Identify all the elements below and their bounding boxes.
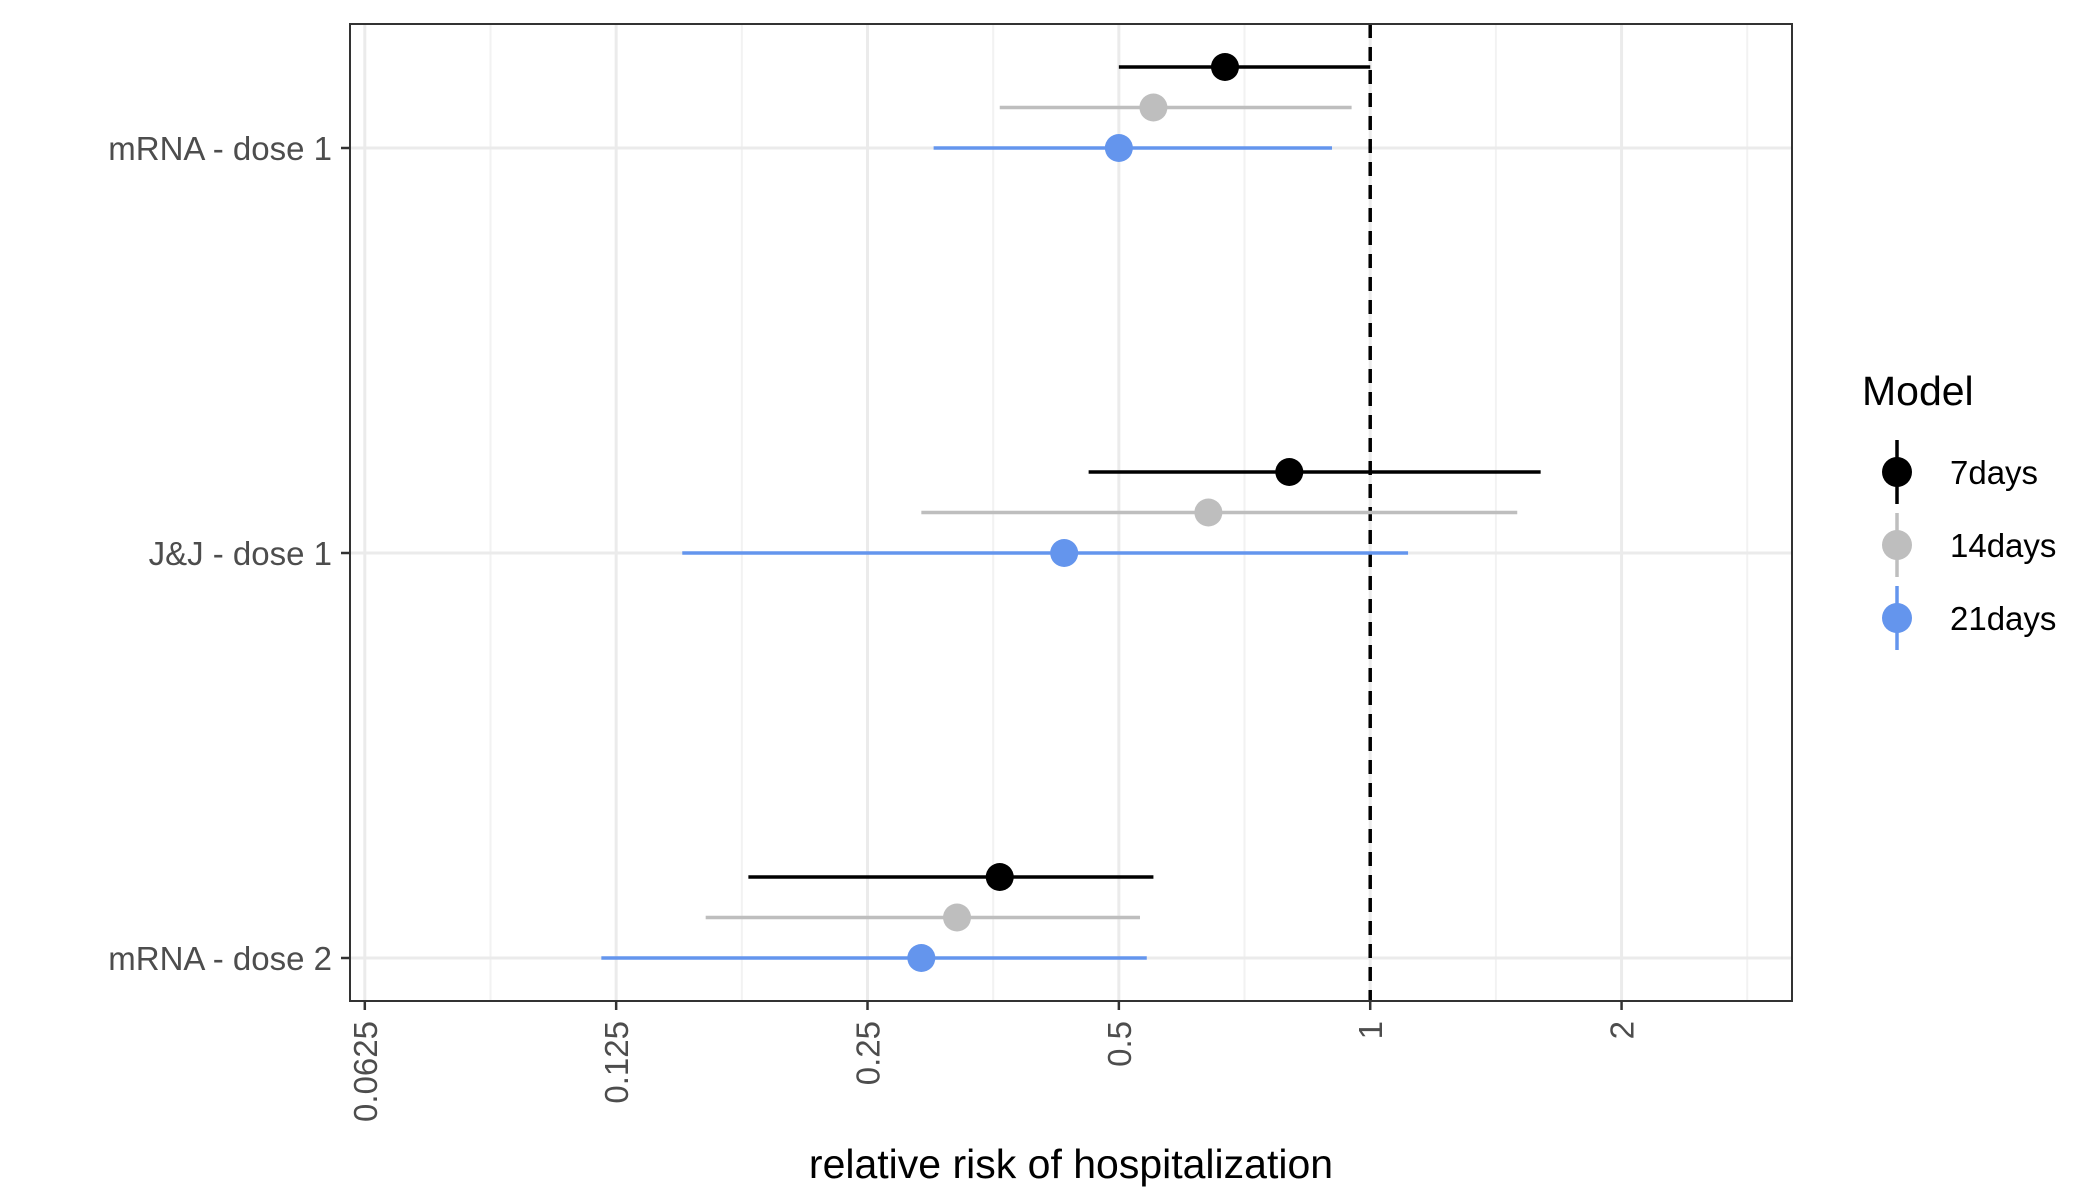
x-tick-label: 0.0625 <box>347 1021 384 1122</box>
x-tick-label: 1 <box>1352 1021 1389 1039</box>
y-axis: mRNA - dose 1 J&J - dose 1 mRNA - dose 2 <box>108 130 350 977</box>
y-tick-label: J&J - dose 1 <box>149 535 332 572</box>
point-7days <box>985 863 1014 891</box>
legend-key-point-7days <box>1882 457 1912 487</box>
legend-key-point-14days <box>1882 530 1912 560</box>
x-tick-label: 0.5 <box>1101 1021 1138 1067</box>
point-7days <box>1210 53 1239 81</box>
legend-label-7days: 7days <box>1950 454 2038 491</box>
point-14days <box>1139 93 1168 122</box>
x-tick-label: 2 <box>1604 1021 1641 1039</box>
panel-border <box>349 23 1793 1002</box>
legend-title: Model <box>1862 368 1974 414</box>
legend: Model 7days 14days 21days <box>1862 368 2056 650</box>
point-14days <box>943 903 972 932</box>
point-21days <box>1050 539 1079 567</box>
legend-key-point-21days <box>1882 603 1912 633</box>
point-14days <box>1194 498 1223 527</box>
x-axis-title: relative risk of hospitalization <box>809 1141 1333 1187</box>
y-tick-label: mRNA - dose 2 <box>108 940 332 977</box>
x-axis: 0.0625 0.125 0.25 0.5 1 2 <box>347 1001 1641 1122</box>
point-21days <box>907 944 936 972</box>
point-7days <box>1275 458 1304 486</box>
x-tick-label: 0.25 <box>850 1021 887 1085</box>
point-21days <box>1104 134 1133 162</box>
legend-label-21days: 21days <box>1950 600 2056 637</box>
x-tick-label: 0.125 <box>598 1021 635 1104</box>
data-marks <box>601 53 1541 972</box>
legend-label-14days: 14days <box>1950 527 2056 564</box>
y-tick-label: mRNA - dose 1 <box>108 130 332 167</box>
